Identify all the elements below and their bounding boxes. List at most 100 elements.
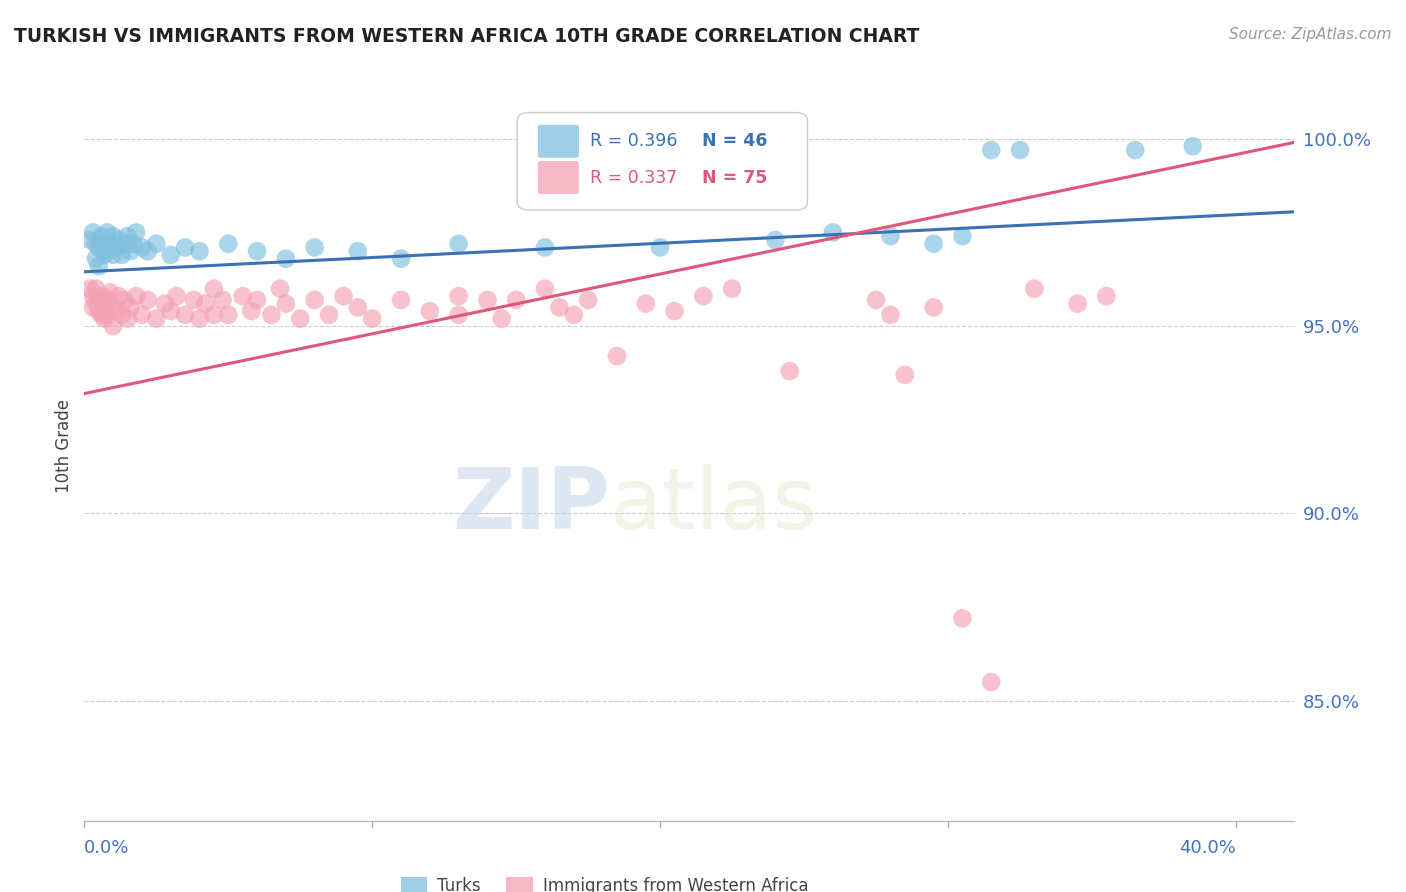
Point <box>332 289 354 303</box>
Point <box>114 293 136 307</box>
Point <box>894 368 917 382</box>
Point <box>232 289 254 303</box>
Point <box>93 236 115 251</box>
Legend: Turks, Immigrants from Western Africa: Turks, Immigrants from Western Africa <box>394 871 814 892</box>
Point <box>304 293 326 307</box>
Point <box>87 240 110 254</box>
Point <box>98 236 121 251</box>
Point <box>93 248 115 262</box>
Point <box>477 293 499 307</box>
Point <box>114 236 136 251</box>
Text: TURKISH VS IMMIGRANTS FROM WESTERN AFRICA 10TH GRADE CORRELATION CHART: TURKISH VS IMMIGRANTS FROM WESTERN AFRIC… <box>14 27 920 45</box>
Point <box>96 308 118 322</box>
Point <box>159 304 181 318</box>
Point <box>82 226 104 240</box>
Text: R = 0.396: R = 0.396 <box>589 132 678 150</box>
Point <box>634 296 657 310</box>
Point <box>865 293 887 307</box>
Point <box>117 311 139 326</box>
Point <box>120 301 142 315</box>
Point <box>159 248 181 262</box>
Point <box>952 611 974 625</box>
Point <box>763 233 786 247</box>
Y-axis label: 10th Grade: 10th Grade <box>55 399 73 493</box>
Point <box>183 293 205 307</box>
Point <box>105 240 128 254</box>
Point <box>240 304 263 318</box>
Text: 0.0%: 0.0% <box>84 839 129 857</box>
Point <box>136 244 159 259</box>
Point <box>96 244 118 259</box>
Point <box>87 293 110 307</box>
Point <box>1024 282 1046 296</box>
Point <box>491 311 513 326</box>
Point <box>84 296 107 310</box>
Point <box>84 282 107 296</box>
Point <box>101 301 124 315</box>
Point <box>125 289 148 303</box>
FancyBboxPatch shape <box>538 125 579 158</box>
Point <box>304 240 326 254</box>
Point <box>548 301 571 315</box>
Point <box>93 301 115 315</box>
Point <box>96 293 118 307</box>
Point <box>111 308 134 322</box>
Point <box>269 282 291 296</box>
Point <box>879 229 901 244</box>
Point <box>1123 143 1146 157</box>
Point <box>952 229 974 244</box>
Point <box>96 226 118 240</box>
Point <box>447 308 470 322</box>
Point <box>922 301 945 315</box>
Point <box>90 308 112 322</box>
Point <box>125 226 148 240</box>
Point <box>389 293 412 307</box>
Point <box>980 675 1002 690</box>
Point <box>389 252 412 266</box>
Point <box>79 233 101 247</box>
Point <box>821 226 844 240</box>
Point <box>101 229 124 244</box>
Point <box>534 240 557 254</box>
Point <box>779 364 801 378</box>
Point <box>246 293 269 307</box>
Point <box>122 236 145 251</box>
Point <box>721 282 744 296</box>
FancyBboxPatch shape <box>517 112 807 210</box>
Point <box>217 236 239 251</box>
Point <box>202 282 225 296</box>
Point <box>202 308 225 322</box>
Text: N = 46: N = 46 <box>702 132 768 150</box>
Point <box>188 244 211 259</box>
Point <box>576 293 599 307</box>
Point <box>136 293 159 307</box>
Point <box>145 236 167 251</box>
Point <box>108 289 131 303</box>
Text: atlas: atlas <box>610 465 818 548</box>
Point <box>534 282 557 296</box>
Point <box>922 236 945 251</box>
Point <box>562 308 585 322</box>
Point <box>131 308 153 322</box>
Point <box>87 304 110 318</box>
Point <box>90 229 112 244</box>
Point <box>419 304 441 318</box>
Text: Source: ZipAtlas.com: Source: ZipAtlas.com <box>1229 27 1392 42</box>
Point <box>246 244 269 259</box>
Point <box>117 229 139 244</box>
Point <box>1066 296 1088 310</box>
Point <box>290 311 312 326</box>
Point <box>347 301 370 315</box>
Point <box>664 304 686 318</box>
Point <box>111 248 134 262</box>
Point <box>274 296 297 310</box>
Point <box>93 311 115 326</box>
Point <box>131 240 153 254</box>
Point <box>217 308 239 322</box>
Point <box>82 301 104 315</box>
FancyBboxPatch shape <box>538 161 579 194</box>
Point <box>174 308 197 322</box>
Point <box>84 236 107 251</box>
Point <box>84 252 107 266</box>
Point <box>90 289 112 303</box>
